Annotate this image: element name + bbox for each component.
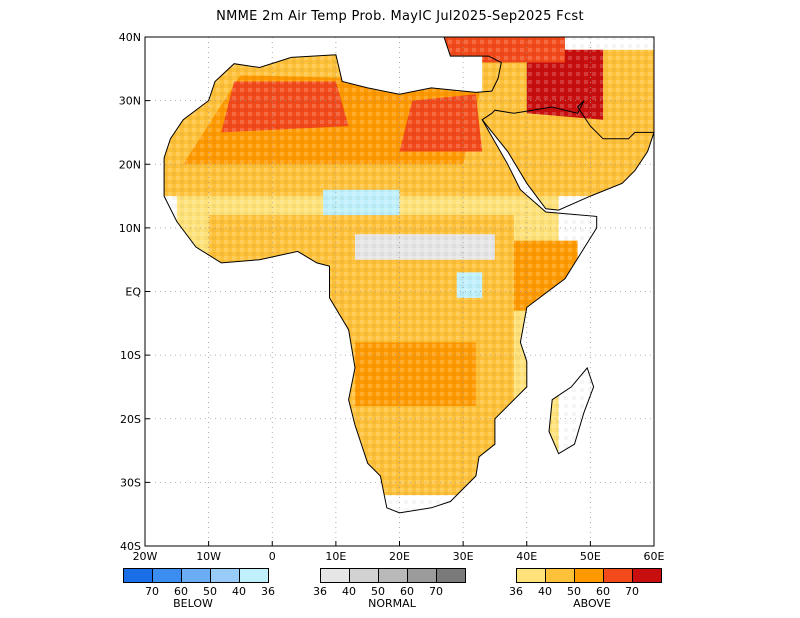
- lat-tick-label: 10N: [119, 222, 141, 235]
- lon-tick-label: 60E: [644, 550, 665, 563]
- legend-below-tick-4: 40: [232, 585, 246, 598]
- legend-normal-bar: [320, 568, 466, 583]
- lat-tick-label: 30S: [120, 476, 141, 489]
- legend-above-tick-5: 70: [625, 585, 639, 598]
- legend-below-swatch-3: [182, 569, 211, 582]
- lon-tick-label: 30E: [453, 550, 474, 563]
- legend-below-swatch-1: [124, 569, 153, 582]
- map-title: NMME 2m Air Temp Prob. MayIC Jul2025-Sep…: [216, 9, 584, 24]
- legend-below-tick-3: 50: [203, 585, 217, 598]
- lat-tick-label: 10S: [120, 349, 141, 362]
- arabian-coastline: [481, 119, 654, 211]
- legend-above-swatch-2: [546, 569, 575, 582]
- lon-tick-label: 40E: [516, 550, 537, 563]
- legend-normal-swatch-5: [437, 569, 465, 582]
- legend-above-swatch-1: [517, 569, 546, 582]
- legend-normal-label: NORMAL: [368, 597, 416, 610]
- legend-above-tick-3: 50: [567, 585, 581, 598]
- legend-normal-swatch-3: [379, 569, 408, 582]
- legend-below-bar: [123, 568, 269, 583]
- legend-below-tick-2: 60: [174, 585, 188, 598]
- legend-normal-swatch-4: [408, 569, 437, 582]
- legend-below-tick-5: 36: [261, 585, 275, 598]
- coastline: [163, 37, 654, 514]
- legend-above-tick-4: 60: [596, 585, 610, 598]
- lon-tick-label: 50E: [580, 550, 601, 563]
- legend-normal-tick-2: 40: [342, 585, 356, 598]
- legend-normal-swatch-2: [350, 569, 379, 582]
- lat-tick-label: 30N: [119, 95, 141, 108]
- lon-tick-label: 10W: [196, 550, 221, 563]
- lat-tick-label: 20S: [120, 413, 141, 426]
- lon-tick-label: 10E: [325, 550, 346, 563]
- legend-normal-tick-3: 50: [371, 585, 385, 598]
- legend-above-swatch-5: [633, 569, 661, 582]
- lon-tick-label: 20E: [389, 550, 410, 563]
- madagascar-coastline: [548, 366, 595, 455]
- axis-ticks: 20W 10W 0 10E 20E 30E 40E 50E 60E 40N 30N 20N 10N EQ 1…: [119, 31, 665, 563]
- lon-tick-label: 0: [269, 550, 276, 563]
- legend-below-swatch-4: [211, 569, 240, 582]
- legend-normal-tick-5: 70: [429, 585, 443, 598]
- legend-below-swatch-5: [240, 569, 268, 582]
- legend-below-tick-1: 70: [145, 585, 159, 598]
- legend-normal-swatch-1: [321, 569, 350, 582]
- lat-tick-label: EQ: [125, 286, 141, 299]
- legend-below-label: BELOW: [173, 597, 213, 610]
- legend-below-swatch-2: [153, 569, 182, 582]
- legend-above-bar: [516, 568, 662, 583]
- lat-tick-label: 40S: [120, 540, 141, 553]
- legend-above-tick-1: 36: [509, 585, 523, 598]
- legend-normal-tick-1: 36: [313, 585, 327, 598]
- legend-above-swatch-3: [575, 569, 604, 582]
- lat-tick-label: 20N: [119, 158, 141, 171]
- legend-normal-tick-4: 60: [400, 585, 414, 598]
- legend-above-label: ABOVE: [573, 597, 611, 610]
- lon-tick-label: 20W: [133, 550, 158, 563]
- legend-above-tick-2: 40: [538, 585, 552, 598]
- lat-tick-label: 40N: [119, 31, 141, 44]
- legend-above-swatch-4: [604, 569, 633, 582]
